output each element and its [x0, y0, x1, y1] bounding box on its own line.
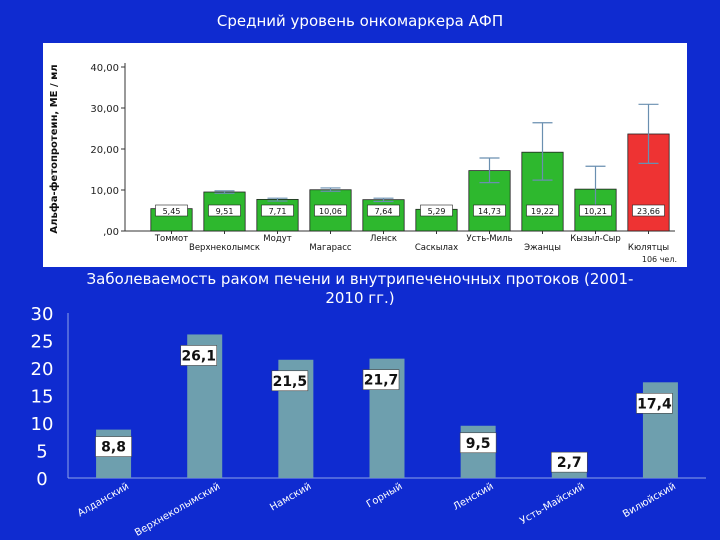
afp-y-tick-label: ,00	[103, 227, 119, 238]
afp-category-label: Томмот	[154, 234, 188, 244]
incidence-category-label: Ленский	[451, 481, 495, 513]
afp-value-box	[420, 204, 453, 217]
afp-category-label: Усть-Миль	[466, 234, 512, 244]
afp-value-box	[155, 204, 188, 217]
afp-value-box	[208, 204, 241, 217]
incidence-value-box	[459, 432, 497, 454]
incidence-value-box	[95, 436, 132, 457]
afp-value-box	[632, 204, 665, 217]
incidence-category-label: Горный	[365, 481, 405, 510]
incidence-y-tick-label: 25	[31, 332, 54, 353]
afp-y-tick-label: 40,00	[90, 63, 119, 74]
incidence-category-label: Верхнеколымский	[133, 481, 222, 539]
incidence-y-tick-label: 5	[36, 442, 47, 463]
incidence-category-label: Алданский	[76, 481, 131, 519]
incidence-category-label: Усть-Майский	[518, 481, 586, 527]
incidence-value-label: 8,8	[101, 440, 126, 456]
incidence-y-tick-label: 15	[31, 387, 54, 408]
afp-value-label: 14,73	[478, 207, 501, 216]
afp-value-label: 5,29	[428, 207, 446, 216]
afp-y-tick-label: 10,00	[90, 186, 119, 197]
afp-bar-chart: 40,00 30,00 20,00 10,00 ,00 Альфа-фетопротеин…	[48, 63, 675, 253]
incidence-value-label: 9,5	[466, 436, 491, 452]
afp-category-label: Ленск	[370, 234, 397, 244]
afp-value-box	[367, 204, 400, 217]
incidence-value-box	[636, 392, 673, 414]
incidence-y-tick-label: 30	[31, 304, 54, 325]
afp-value-box	[261, 204, 294, 217]
afp-value-label: 9,51	[216, 207, 234, 216]
incidence-y-tick-label: 10	[31, 414, 54, 435]
incidence-value-box	[180, 345, 218, 366]
afp-value-box	[579, 204, 612, 217]
afp-category-label: Кызыл-Сыр	[570, 234, 621, 244]
incidence-y-tick-label: 0	[36, 469, 47, 490]
afp-value-label: 10,21	[584, 207, 607, 216]
afp-y-axis-label: Альфа-фетопротеин, МЕ / мл	[48, 64, 60, 233]
afp-y-tick-label: 20,00	[90, 145, 119, 156]
afp-category-label: Модут	[263, 234, 291, 244]
afp-y-tick-label: 30,00	[90, 104, 119, 115]
afp-value-label: 23,66	[637, 207, 660, 216]
afp-category-label: Верхнеколымск	[189, 243, 260, 253]
afp-value-box	[314, 204, 347, 217]
incidence-value-label: 26,1	[181, 348, 216, 364]
incidence-value-label: 21,7	[364, 373, 399, 389]
incidence-value-box	[362, 369, 400, 390]
incidence-chart-title: Заболеваемость раком печени и внутрипече…	[86, 270, 634, 307]
incidence-value-label: 2,7	[557, 455, 582, 471]
afp-category-label: Кюлятцы	[628, 243, 669, 253]
afp-value-box	[526, 204, 559, 217]
incidence-value-label: 17,4	[637, 396, 672, 412]
incidence-value-label: 21,5	[273, 374, 308, 390]
afp-value-label: 10,06	[319, 207, 342, 216]
afp-category-label: Магарасс	[309, 243, 351, 253]
afp-category-label: Саскылах	[415, 243, 458, 253]
afp-chart-title: Средний уровень онкомаркера АФП	[216, 12, 504, 30]
sample-size-note: 106 чел.	[641, 255, 677, 264]
afp-value-label: 5,45	[163, 207, 181, 216]
afp-value-box	[473, 204, 506, 217]
incidence-category-label: Намский	[268, 481, 313, 513]
incidence-category-label: Вилюйский	[621, 481, 678, 520]
afp-category-label: Эжанцы	[524, 243, 561, 253]
afp-value-label: 19,22	[531, 207, 554, 216]
incidence-value-box	[271, 370, 309, 392]
incidence-value-box	[550, 451, 588, 473]
afp-value-label: 7,71	[269, 207, 287, 216]
afp-chart-panel: 40,00 30,00 20,00 10,00 ,00 Альфа-фетопротеин…	[43, 43, 687, 267]
afp-value-label: 7,64	[375, 207, 393, 216]
incidence-y-tick-label: 20	[31, 359, 54, 380]
